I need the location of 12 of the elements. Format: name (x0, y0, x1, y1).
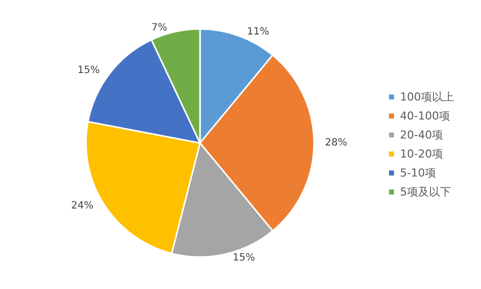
legend-label: 5项及以下 (400, 186, 452, 198)
legend-label: 5-10项 (400, 166, 436, 180)
legend-label: 10-20项 (400, 148, 443, 160)
legend-label: 100项以上 (400, 90, 454, 104)
legend-label: 20-40项 (400, 128, 443, 142)
data-label: 28% (325, 138, 348, 148)
data-label: 7% (151, 22, 168, 34)
legend-label: 40-100项 (400, 110, 450, 122)
data-label: 11% (246, 26, 270, 38)
data-label: 24% (71, 200, 94, 212)
data-label: 15% (232, 252, 255, 264)
data-label: 15% (78, 65, 100, 76)
